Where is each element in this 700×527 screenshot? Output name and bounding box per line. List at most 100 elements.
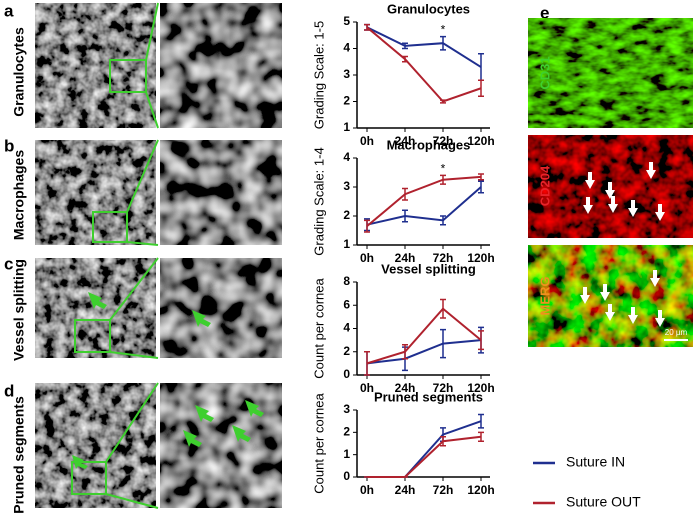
y-tick-label: 4: [343, 321, 350, 335]
panel-letter: b: [4, 136, 14, 155]
y-tick-label: 2: [343, 208, 350, 222]
error-bar: [364, 23, 370, 31]
series-line: [366, 26, 482, 68]
panel-letter: d: [4, 381, 14, 400]
error-bar: [402, 344, 408, 360]
legend: Suture IN Suture OUT: [533, 454, 641, 510]
chart: Pruned segments Count per cornea 0 1 2 3 0h 24h…: [311, 389, 494, 497]
image: [160, 258, 282, 358]
panel-letter: a: [4, 1, 14, 20]
series-line: [367, 420, 482, 478]
x-tick-label: 24h: [395, 251, 416, 265]
image: [528, 245, 693, 347]
y-tick-label: 4: [343, 150, 350, 164]
stain-label: CD204: [537, 165, 552, 206]
y-tick-label: 1: [343, 120, 350, 134]
error-bar: [440, 215, 446, 226]
chart-title: Granulocytes: [387, 1, 470, 16]
x-tick-label: 120h: [467, 381, 494, 395]
image: [35, 383, 156, 508]
series-line: [366, 339, 482, 365]
x-tick-label: 0h: [360, 251, 374, 265]
stain-label: CD31: [537, 56, 552, 89]
annotation: *: [441, 162, 446, 176]
x-tick-label: 72h: [433, 483, 454, 497]
chart-title: Macrophages: [387, 137, 471, 152]
series-line: [366, 307, 482, 365]
series-line: [367, 435, 482, 478]
row-label: Pruned segments: [11, 396, 27, 514]
x-tick-label: 120h: [467, 251, 494, 265]
error-bar: [478, 413, 484, 429]
x-tick-label: 120h: [467, 483, 494, 497]
error-bar: [478, 79, 484, 97]
image: [160, 140, 282, 245]
error-bar: [478, 173, 484, 181]
error-bar: [440, 298, 446, 319]
error-bar: [440, 436, 446, 447]
y-tick-label: 1: [343, 237, 350, 251]
panel-letter: e: [540, 3, 549, 22]
y-tick-label: 4: [343, 41, 350, 55]
x-tick-label: 72h: [433, 134, 454, 148]
y-tick-label: 0: [343, 469, 350, 483]
error-bar: [440, 328, 446, 359]
y-axis-label: Grading Scale: 1-5: [311, 21, 326, 129]
row-label: Vessel splitting: [11, 259, 27, 361]
chart: Granulocytes Grading Scale: 1-5 1 2 3 4 5 0h 24h…: [311, 1, 494, 148]
y-tick-label: 6: [343, 297, 350, 311]
y-tick-label: 2: [343, 344, 350, 358]
y-tick-label: 1: [343, 447, 350, 461]
annotation: *: [441, 23, 446, 37]
y-tick-label: 0: [343, 367, 350, 381]
error-bar: [440, 99, 446, 104]
error-bar: [402, 209, 408, 223]
series-line: [366, 186, 482, 226]
legend-label: Suture OUT: [566, 494, 641, 510]
chart: Macrophages Grading Scale: 1-4 1 2 3 4 0h 24h 72…: [311, 137, 494, 265]
green-arrows: [72, 292, 264, 469]
error-bar: [478, 53, 484, 82]
image: [35, 3, 156, 128]
image: [528, 18, 693, 128]
charts: Granulocytes Grading Scale: 1-5 1 2 3 4 5 0h 24h…: [311, 1, 494, 497]
y-tick-label: 3: [343, 67, 350, 81]
row-label: Macrophages: [11, 150, 27, 240]
error-bar: [478, 180, 484, 194]
series-line: [366, 175, 482, 227]
stain-label: MERG: [537, 277, 552, 316]
x-tick-label: 0h: [360, 381, 374, 395]
series-line: [366, 26, 482, 103]
error-bar: [478, 330, 484, 351]
panel-letter: c: [4, 254, 13, 273]
y-axis-label: Count per cornea: [311, 278, 326, 379]
image: [160, 3, 282, 128]
scale-bar-label: 20 µm: [665, 328, 688, 337]
error-bar: [440, 35, 446, 51]
x-tick-label: 0h: [360, 134, 374, 148]
chart-title: Pruned segments: [374, 389, 483, 404]
x-tick-label: 0h: [360, 483, 374, 497]
y-tick-label: 2: [343, 94, 350, 108]
y-tick-label: 2: [343, 425, 350, 439]
row-label: Granulocytes: [11, 27, 27, 117]
y-axis-label: Count per cornea: [311, 393, 326, 494]
image: [35, 140, 156, 245]
image: [35, 258, 156, 358]
y-tick-label: 5: [343, 14, 350, 28]
y-tick-label: 8: [343, 274, 350, 288]
y-tick-label: 3: [343, 402, 350, 416]
y-tick-label: 3: [343, 179, 350, 193]
x-tick-label: 120h: [467, 134, 494, 148]
x-tick-label: 72h: [433, 251, 454, 265]
x-tick-label: 24h: [395, 381, 416, 395]
chart-title: Vessel splitting: [381, 261, 476, 276]
legend-label: Suture IN: [566, 454, 625, 470]
image: [160, 383, 282, 508]
white-arrows: [580, 162, 665, 327]
image-panels: [35, 3, 282, 508]
y-axis-label: Grading Scale: 1-4: [311, 147, 326, 255]
x-tick-label: 72h: [433, 381, 454, 395]
chart: Vessel splitting Count per cornea 0 2 4 6 8 0h 2…: [311, 261, 494, 395]
